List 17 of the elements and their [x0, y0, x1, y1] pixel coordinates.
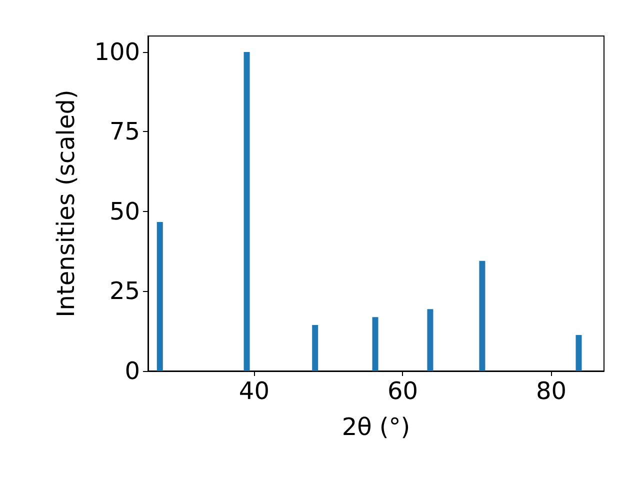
x-axis-title: 2θ (°) — [342, 413, 410, 441]
x-tick-label: 40 — [238, 377, 270, 405]
bar — [427, 309, 434, 371]
bar — [156, 222, 163, 371]
y-tick-label: 50 — [109, 197, 140, 226]
bar — [372, 317, 378, 371]
x-tick-label: 80 — [536, 377, 567, 405]
y-tick-label: 100 — [94, 38, 140, 66]
bar — [576, 334, 582, 371]
y-tick-label: 25 — [109, 277, 140, 306]
y-tick-label: 75 — [109, 118, 140, 146]
y-axis-title: Intensities (scaled) — [52, 90, 80, 318]
bar — [244, 52, 250, 371]
x-tick-label: 60 — [387, 377, 418, 405]
bar — [479, 260, 486, 371]
y-tick-label: 0 — [124, 357, 140, 385]
bar — [312, 325, 318, 371]
